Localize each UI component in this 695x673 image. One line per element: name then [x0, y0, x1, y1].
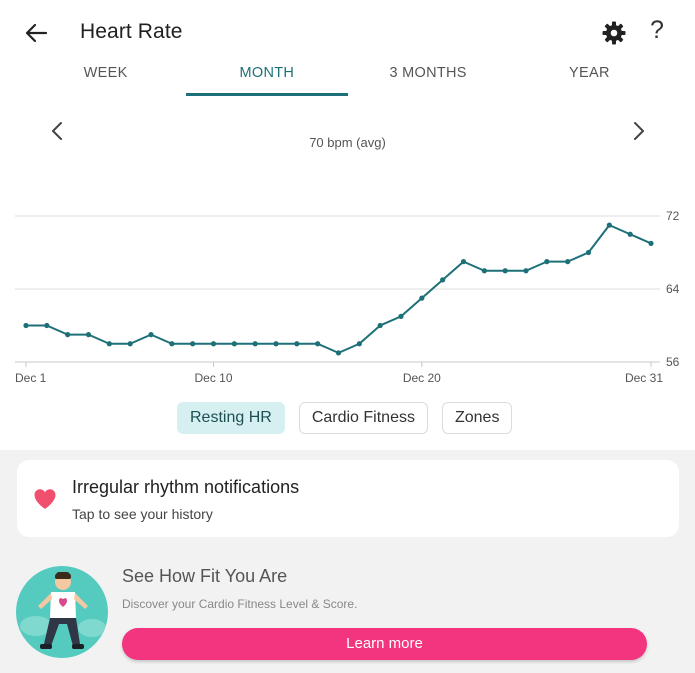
data-point — [148, 332, 154, 338]
heart-icon — [34, 489, 56, 509]
data-point — [481, 268, 487, 274]
data-point — [565, 259, 571, 265]
data-point — [419, 295, 425, 301]
app-header: Heart Rate ? — [0, 0, 695, 64]
data-point — [273, 341, 279, 347]
x-tick-label: Dec 10 — [194, 371, 232, 385]
fitness-illustration — [16, 566, 108, 658]
gear-icon[interactable] — [601, 20, 627, 46]
data-point — [585, 249, 592, 256]
data-point — [440, 277, 446, 283]
data-point — [294, 341, 300, 347]
data-point — [460, 259, 467, 265]
card-subtitle: Tap to see your history — [72, 506, 213, 522]
tab-week[interactable]: WEEK — [83, 65, 128, 81]
data-point — [85, 332, 92, 338]
arrow-left-icon[interactable] — [22, 20, 50, 46]
data-point — [252, 341, 258, 347]
chevron-left-icon[interactable] — [48, 120, 68, 142]
metric-chips: Resting HR Cardio Fitness Zones — [177, 402, 513, 434]
data-point — [23, 322, 29, 329]
x-tick-label: Dec 1 — [15, 371, 47, 385]
data-point — [231, 341, 237, 347]
page-title: Heart Rate — [80, 20, 183, 43]
data-point — [648, 240, 654, 246]
data-point — [65, 332, 71, 338]
tab-3-months[interactable]: 3 MONTHS — [389, 65, 467, 81]
data-point — [627, 231, 633, 237]
irregular-rhythm-card[interactable]: Irregular rhythm notifications Tap to se… — [17, 460, 679, 537]
data-point — [523, 268, 529, 274]
chip-zones[interactable]: Zones — [441, 402, 513, 434]
x-tick-label: Dec 31 — [625, 371, 663, 385]
chip-resting-hr[interactable]: Resting HR — [177, 402, 285, 434]
y-tick-label: 72 — [666, 209, 680, 223]
data-point — [127, 341, 133, 347]
y-tick-label: 56 — [666, 355, 680, 369]
heart-rate-chart: 56 64 72 Dec 1 Dec 10 Dec 20 Dec 31 — [15, 209, 680, 385]
data-point — [398, 313, 404, 319]
data-point — [335, 350, 342, 356]
data-point — [106, 341, 112, 347]
data-point — [377, 322, 383, 329]
data-point — [210, 341, 217, 347]
tab-month[interactable]: MONTH — [186, 58, 348, 98]
chip-cardio-fitness[interactable]: Cardio Fitness — [298, 402, 428, 434]
data-point — [44, 322, 50, 329]
x-tick-label: Dec 20 — [403, 371, 441, 385]
y-tick-label: 64 — [666, 282, 680, 296]
data-point — [544, 259, 550, 265]
chevron-right-icon[interactable] — [628, 120, 648, 142]
average-bpm-label: 70 bpm (avg) — [309, 135, 386, 150]
tab-year[interactable]: YEAR — [569, 65, 610, 81]
card-title: Irregular rhythm notifications — [72, 477, 300, 497]
data-point — [315, 341, 321, 347]
data-point — [356, 341, 362, 347]
main-panel: Heart Rate ? WEEK MONTH 3 MONTHS YEAR — [0, 0, 695, 450]
help-button[interactable]: ? — [650, 16, 664, 44]
promo-title: See How Fit You Are — [122, 566, 288, 586]
data-point — [606, 222, 612, 228]
range-tabs: WEEK MONTH 3 MONTHS YEAR — [25, 58, 670, 98]
data-point — [190, 341, 196, 347]
data-point — [502, 268, 508, 274]
promo-subtitle: Discover your Cardio Fitness Level & Sco… — [122, 597, 358, 611]
learn-more-button[interactable]: Learn more — [122, 628, 647, 660]
data-point — [169, 341, 175, 347]
